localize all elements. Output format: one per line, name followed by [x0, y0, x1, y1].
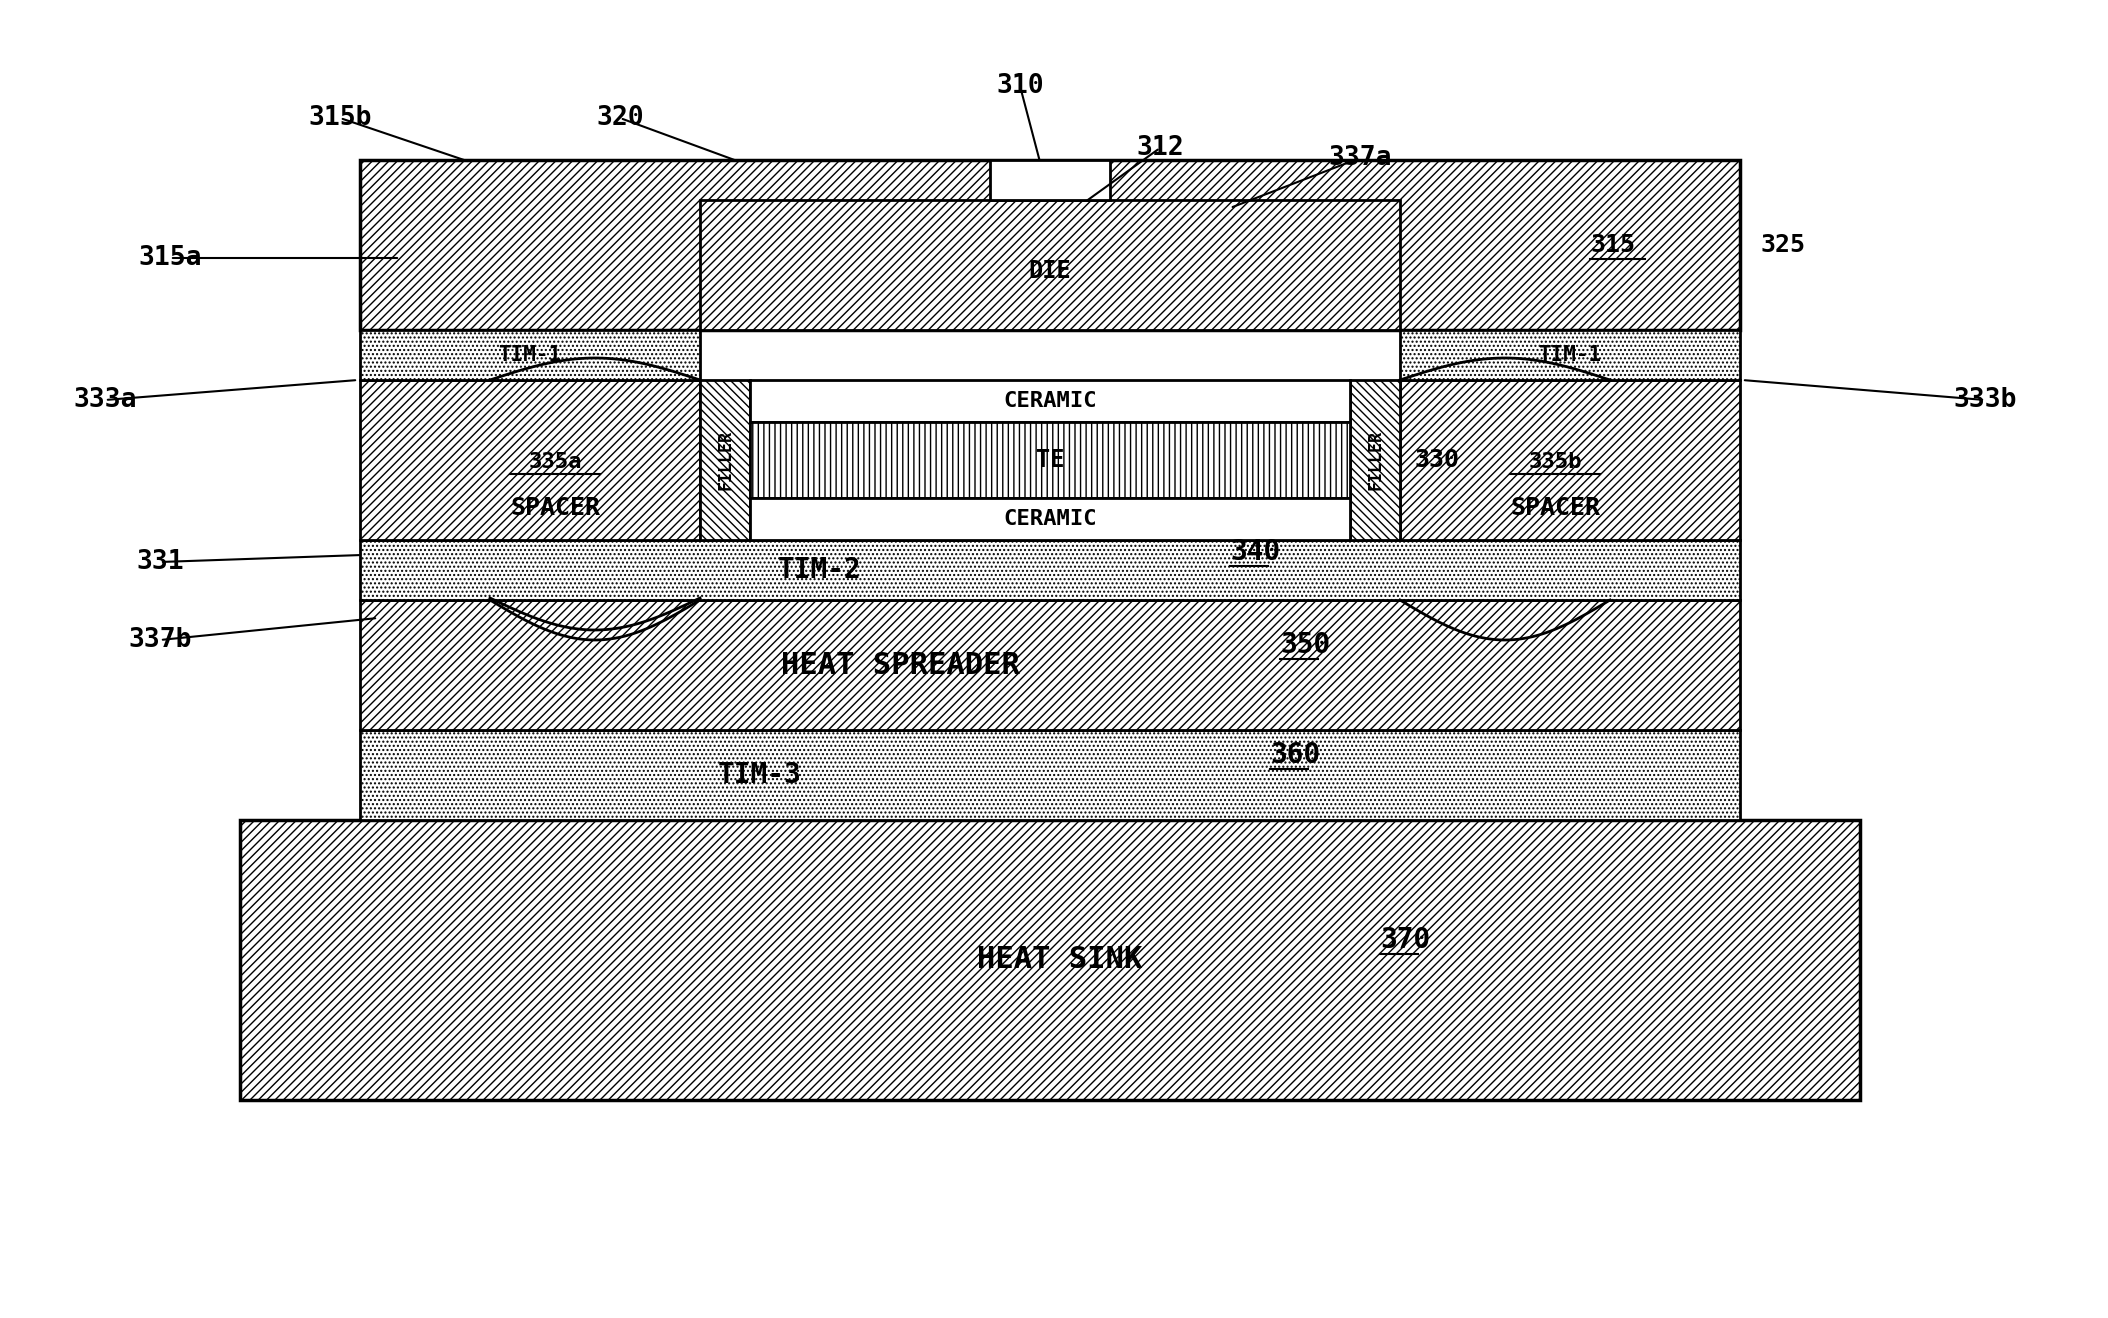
Text: 315b: 315b	[308, 105, 371, 130]
Text: HEAT SINK: HEAT SINK	[978, 945, 1143, 974]
Text: 335a: 335a	[529, 452, 582, 472]
Text: HEAT SPREADER: HEAT SPREADER	[780, 651, 1020, 680]
Bar	[360, 540, 1739, 600]
Text: CERAMIC: CERAMIC	[1003, 391, 1096, 411]
Text: 315a: 315a	[139, 245, 202, 272]
Bar	[750, 422, 1349, 498]
Text: CERAMIC: CERAMIC	[1003, 509, 1096, 529]
Text: 315: 315	[1589, 233, 1636, 257]
Text: TIM-1: TIM-1	[1539, 345, 1602, 365]
Bar	[1400, 380, 1739, 540]
Bar	[991, 159, 1111, 200]
Text: TIM-1: TIM-1	[497, 345, 561, 365]
Text: 333a: 333a	[74, 387, 137, 413]
Bar	[700, 380, 750, 540]
Bar	[360, 380, 700, 540]
Text: TE: TE	[1035, 448, 1065, 472]
Text: 331: 331	[137, 550, 183, 575]
Text: 310: 310	[997, 72, 1043, 99]
Text: 320: 320	[597, 105, 643, 130]
Text: SPACER: SPACER	[1509, 496, 1600, 521]
Bar	[360, 600, 1739, 730]
Bar	[750, 498, 1349, 540]
Text: 360: 360	[1269, 741, 1320, 768]
Text: 337a: 337a	[1328, 145, 1391, 171]
Text: 340: 340	[1229, 538, 1280, 565]
Text: 333b: 333b	[1954, 387, 2017, 413]
Text: 312: 312	[1136, 134, 1185, 161]
Text: 350: 350	[1280, 631, 1330, 659]
Bar	[240, 820, 1859, 1101]
Text: 337b: 337b	[129, 627, 192, 652]
Text: FILLER: FILLER	[1366, 430, 1385, 490]
Text: 325: 325	[1760, 233, 1804, 257]
Text: DIE: DIE	[1029, 260, 1071, 283]
Text: 335b: 335b	[1528, 452, 1581, 472]
Bar	[700, 200, 1400, 330]
Bar	[360, 730, 1739, 820]
Bar	[1349, 380, 1400, 540]
Text: 330: 330	[1414, 448, 1461, 472]
Bar	[360, 159, 1739, 330]
Text: 370: 370	[1381, 927, 1429, 954]
Bar	[750, 380, 1349, 422]
Text: FILLER: FILLER	[717, 430, 734, 490]
Bar	[360, 330, 700, 380]
Bar	[1400, 330, 1739, 380]
Text: SPACER: SPACER	[510, 496, 601, 521]
Text: TIM-3: TIM-3	[719, 760, 801, 789]
Text: TIM-2: TIM-2	[778, 556, 862, 584]
